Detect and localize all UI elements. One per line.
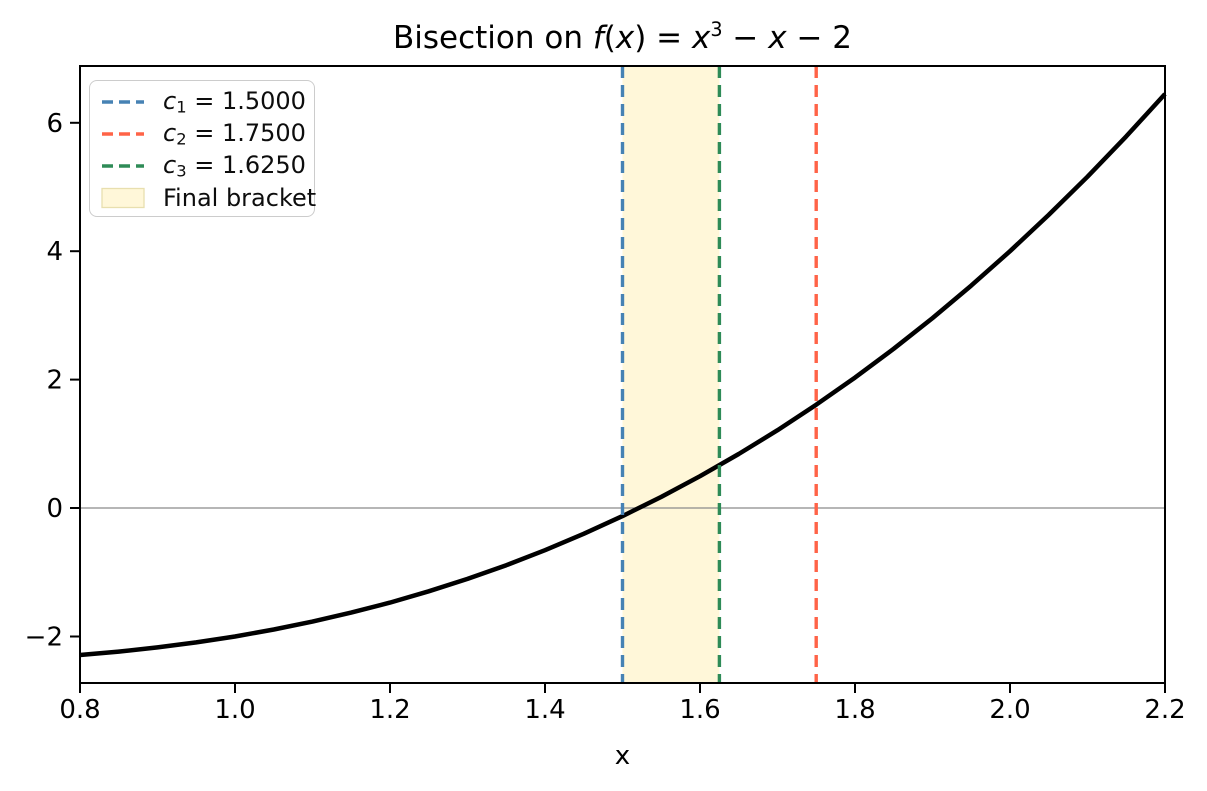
title-minus2: − 2 bbox=[786, 19, 853, 56]
y-tick-label: 6 bbox=[46, 109, 63, 139]
x-axis-label: x bbox=[614, 741, 631, 771]
x-tick-label: 1.4 bbox=[524, 695, 565, 725]
title-minus1: − bbox=[722, 19, 769, 56]
axes-frame bbox=[79, 65, 1166, 684]
legend-label-c3: c3 = 1.6250 bbox=[163, 151, 306, 181]
y-tick-label: −2 bbox=[25, 623, 63, 653]
legend: c1 = 1.5000 c2 = 1.7500 c3 = 1.6250 Fina… bbox=[89, 80, 317, 217]
legend-dashed-line-icon bbox=[102, 100, 144, 104]
legend-label-c1: c1 = 1.5000 bbox=[163, 87, 306, 117]
final-bracket-band bbox=[622, 66, 720, 683]
x-tick-label: 1.6 bbox=[679, 695, 720, 725]
y-tick-label: 0 bbox=[46, 494, 63, 524]
legend-patch-icon bbox=[101, 187, 145, 209]
x-tick-label: 2.2 bbox=[1144, 695, 1185, 725]
title-equals: ) = bbox=[634, 19, 692, 56]
legend-dashed-line-icon bbox=[102, 132, 144, 136]
y-tick-label: 4 bbox=[46, 237, 63, 267]
legend-label-final-bracket: Final bracket bbox=[163, 184, 317, 212]
legend-dashed-line-icon bbox=[102, 164, 144, 168]
x-tick-label: 1.2 bbox=[369, 695, 410, 725]
legend-item-c3: c3 = 1.6250 bbox=[101, 150, 314, 182]
title-paren-open: ( bbox=[603, 19, 616, 56]
x-tick-label: 2.0 bbox=[989, 695, 1030, 725]
x-tick-label: 1.8 bbox=[834, 695, 875, 725]
function-curve bbox=[79, 92, 1167, 658]
title-exponent: 3 bbox=[710, 18, 723, 41]
title-math-x3: x bbox=[768, 19, 787, 56]
chart-title: Bisection on f(x) = x3 − x − 2 bbox=[80, 18, 1165, 56]
legend-item-final-bracket: Final bracket bbox=[101, 182, 317, 214]
title-math-x1: x bbox=[615, 19, 635, 56]
title-math-x2: x bbox=[692, 19, 711, 56]
y-tick-label: 2 bbox=[46, 366, 63, 396]
legend-label-c2: c2 = 1.7500 bbox=[163, 119, 306, 149]
title-math-f: f bbox=[592, 19, 604, 56]
x-tick-label: 0.8 bbox=[59, 695, 100, 725]
legend-item-c1: c1 = 1.5000 bbox=[101, 86, 314, 118]
x-tick-label: 1.0 bbox=[214, 695, 255, 725]
title-text: Bisection on bbox=[392, 19, 593, 56]
legend-item-c2: c2 = 1.7500 bbox=[101, 118, 314, 150]
